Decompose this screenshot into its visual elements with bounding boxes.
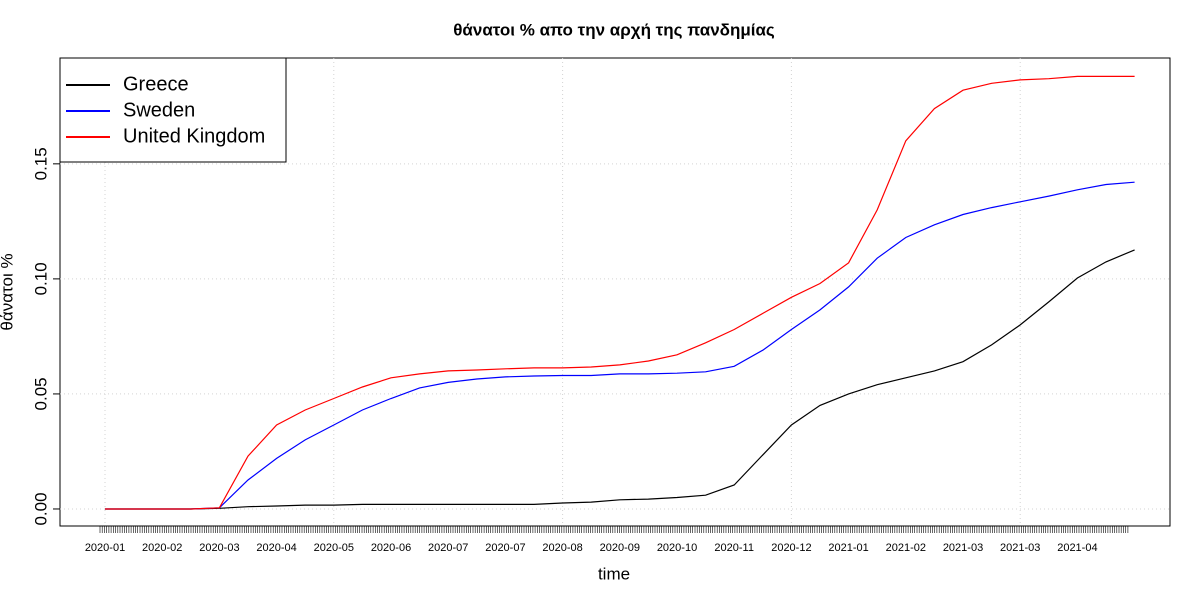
- legend-label: Greece: [123, 73, 189, 95]
- y-tick-label: 0.00: [31, 492, 50, 525]
- series-line: [105, 249, 1135, 510]
- x-tick-label: 2020-04: [256, 542, 296, 554]
- x-tick-label: 2020-08: [542, 542, 582, 554]
- y-tick-label: 0.10: [31, 262, 50, 295]
- x-tick-label: 2021-03: [943, 542, 983, 554]
- x-tick-label: 2020-01: [85, 542, 125, 554]
- legend-frame: [59, 57, 287, 163]
- legend-label: United Kingdom: [123, 125, 265, 147]
- x-tick-label: 2020-05: [314, 542, 354, 554]
- legend-label: Sweden: [123, 99, 195, 121]
- x-tick-label: 2021-03: [1000, 542, 1040, 554]
- x-tick-label: 2020-11: [714, 542, 754, 554]
- y-tick-label: 0.05: [31, 377, 50, 410]
- x-tick-label: 2020-10: [657, 542, 697, 554]
- series-line: [105, 75, 1135, 510]
- x-tick-label: 2020-02: [142, 542, 182, 554]
- x-tick-label: 2020-12: [771, 542, 811, 554]
- x-tick-label: 2020-06: [371, 542, 411, 554]
- x-axis-label: time: [598, 564, 630, 583]
- x-minor-ticks: [99, 526, 1129, 533]
- y-tick-label: 0.15: [31, 147, 50, 180]
- x-tick-label: 2020-09: [600, 542, 640, 554]
- chart-title: θάνατοι % απο την αρχή της πανδημίας: [453, 20, 775, 39]
- legend: Greece Sweden United Kingdom: [59, 57, 287, 163]
- x-tick-label: 2021-01: [828, 542, 868, 554]
- x-tick-label: 2020-03: [199, 542, 239, 554]
- x-tick-label: 2020-07: [485, 542, 525, 554]
- x-tick-label: 2021-02: [886, 542, 926, 554]
- x-tick-label: 2020-07: [428, 542, 468, 554]
- series-line: [105, 181, 1135, 510]
- y-axis-label: θάνατοι %: [0, 253, 16, 330]
- x-tick-label: 2021-04: [1057, 542, 1097, 554]
